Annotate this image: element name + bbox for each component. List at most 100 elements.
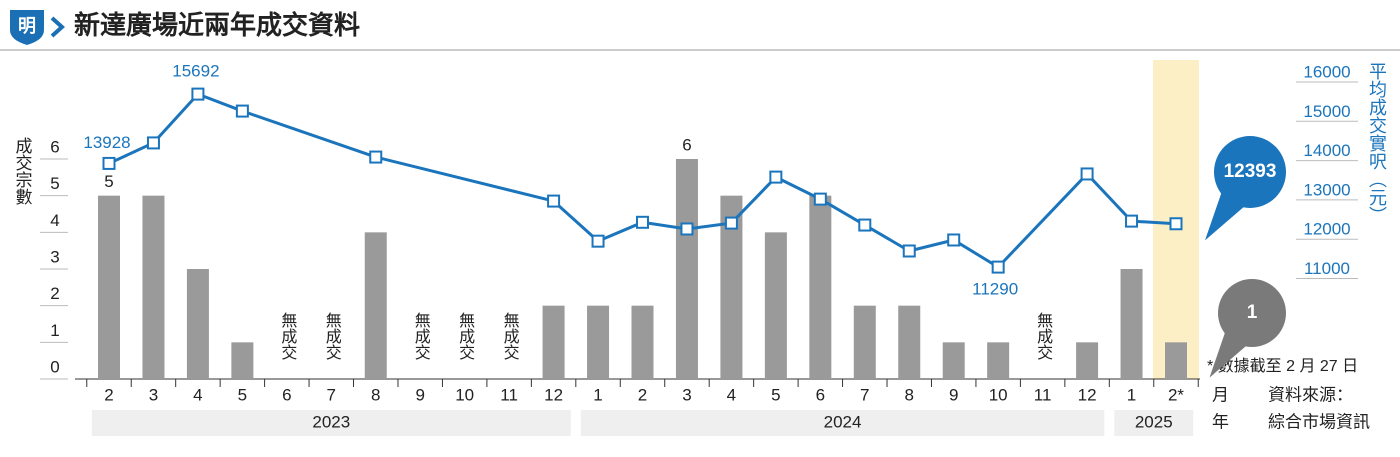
x-tick-label: 2* [1168, 385, 1184, 404]
bar-label: 無成交 [1034, 312, 1053, 360]
price-marker [680, 222, 694, 236]
price-marker [1125, 214, 1139, 228]
line-bridge [241, 109, 377, 159]
price-marker [636, 215, 649, 229]
bar [631, 305, 654, 379]
y-tick-label: 0 [50, 357, 59, 376]
y2-axis-title: 平均成交實呎（元） [1367, 62, 1387, 224]
year-band [91, 410, 571, 436]
source: 綜合市場資訊 [1268, 412, 1370, 431]
price-marker [902, 244, 916, 258]
y-tick-label: 2 [50, 284, 59, 303]
bar [898, 305, 921, 379]
y2-tick-label: 13000 [1303, 180, 1350, 199]
chart-title: 新達廣場近兩年成交資料 [74, 10, 360, 40]
y-axis-title: 成交宗數 [13, 137, 33, 205]
price-marker [1080, 167, 1094, 181]
price-callout-circle [1214, 136, 1286, 208]
bar [231, 342, 254, 379]
x-tick-label: 7 [327, 385, 336, 404]
line-bridge [375, 155, 554, 203]
y2-tick-label: 11000 [1304, 259, 1350, 278]
price-marker [547, 194, 561, 208]
year-band [1114, 410, 1194, 436]
footnote: * 數據截至 2 月 27 日 [1207, 357, 1358, 375]
price-marker [591, 234, 605, 248]
x-tick-label: 2 [104, 385, 113, 404]
x-tick-label: 12 [1078, 385, 1097, 404]
bar-label: 無成交 [323, 312, 342, 360]
month-axis-label: 月 [1212, 385, 1229, 404]
x-tick-label: 3 [149, 385, 158, 404]
price-marker [146, 136, 160, 150]
bar [675, 159, 698, 379]
logo: 明 [18, 16, 36, 36]
price-marker [947, 233, 961, 247]
bar-callout: 1 [1247, 302, 1258, 323]
source-label: 資料來源： [1268, 385, 1353, 404]
bar-label: 無成交 [278, 312, 297, 360]
x-tick-label: 4 [193, 385, 202, 404]
price-marker [235, 104, 249, 118]
x-tick-label: 4 [727, 385, 736, 404]
price-label: 11290 [972, 280, 1018, 299]
logo-badge [10, 10, 44, 45]
year-label: 2023 [312, 412, 350, 431]
x-tick-label: 7 [860, 385, 869, 404]
bar-label: 無成交 [456, 312, 475, 360]
price-marker [102, 156, 116, 170]
price-label: 13928 [83, 133, 130, 152]
y2-tick-label: 12000 [1303, 220, 1350, 239]
bar-label: 5 [104, 172, 113, 191]
x-tick-label: 9 [949, 385, 958, 404]
bar [764, 232, 787, 379]
year-label: 2024 [824, 412, 862, 431]
bar [364, 232, 387, 379]
x-tick-label: 5 [238, 385, 247, 404]
price-marker [191, 87, 205, 101]
x-tick-label: 12 [544, 385, 563, 404]
bar-label: 無成交 [501, 312, 520, 360]
x-tick-label: 2 [638, 385, 647, 404]
bar [1076, 342, 1099, 379]
bar-label: 無成交 [412, 312, 431, 360]
price-marker [813, 192, 827, 206]
bar [1165, 342, 1187, 379]
price-marker [724, 216, 738, 230]
title-chevron [50, 16, 65, 38]
bar [98, 195, 120, 379]
x-tick-label: 11 [1034, 385, 1052, 404]
bar [587, 305, 610, 379]
bar [809, 195, 832, 379]
y-tick-label: 3 [50, 247, 59, 266]
x-tick-label: 5 [771, 385, 780, 404]
line-bridge [997, 172, 1089, 269]
price-marker [369, 150, 383, 164]
year-label: 2025 [1135, 412, 1173, 431]
x-tick-label: 10 [989, 385, 1008, 404]
bar [142, 195, 165, 379]
bar [853, 305, 876, 379]
x-tick-label: 11 [500, 385, 518, 404]
bar [942, 342, 965, 379]
year-axis-label: 年 [1212, 412, 1229, 431]
price-callout: 12393 [1224, 161, 1277, 182]
price-label: 15692 [172, 62, 219, 81]
y2-tick-label: 16000 [1303, 62, 1350, 81]
y-tick-label: 6 [50, 137, 59, 156]
y2-tick-label: 14000 [1303, 141, 1350, 160]
price-marker [1169, 217, 1183, 231]
x-tick-label: 1 [1127, 385, 1136, 404]
price-marker [858, 218, 872, 232]
x-tick-label: 6 [282, 385, 291, 404]
y2-tick-label: 15000 [1303, 102, 1350, 121]
bar-callout-circle [1218, 279, 1286, 347]
price-marker [769, 170, 783, 184]
x-tick-label: 6 [816, 385, 825, 404]
y-tick-label: 1 [50, 321, 59, 340]
y-tick-label: 5 [50, 174, 59, 193]
bar [542, 305, 565, 379]
y-tick-label: 4 [50, 211, 59, 230]
bar [186, 269, 209, 379]
